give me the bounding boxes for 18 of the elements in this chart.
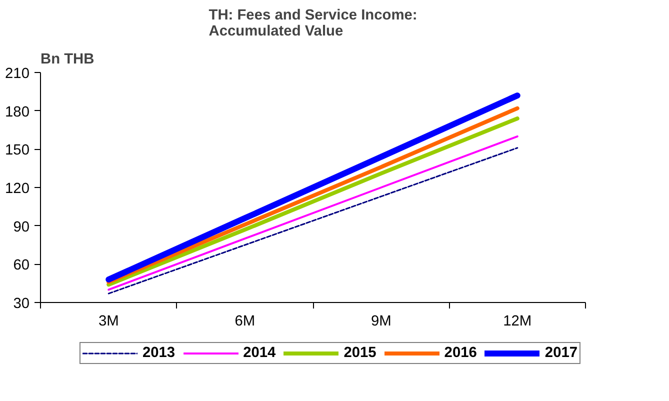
y-axis-title: Bn THB — [40, 52, 94, 68]
x-tick-label: 6M — [234, 314, 256, 330]
x-tick-label: 9M — [370, 314, 392, 330]
y-tick-label: 210 — [5, 66, 30, 82]
chart-title: TH: Fees and Service Income: Accumulated Value — [208, 8, 418, 40]
legend-label: 2016 — [444, 345, 477, 361]
y-tick-label: 60 — [13, 258, 30, 274]
x-tick-label: 12M — [503, 314, 532, 330]
y-tick-label: 150 — [5, 142, 30, 159]
y-tick-label: 30 — [13, 296, 30, 312]
y-tick-label: 90 — [13, 219, 30, 236]
legend-label: 2015 — [344, 345, 376, 361]
x-tick-label: 3M — [98, 314, 119, 330]
legend-label: 2013 — [142, 345, 176, 361]
legend-label: 2014 — [243, 345, 276, 361]
y-tick-label: 120 — [5, 181, 30, 197]
y-tick-label: 180 — [5, 104, 30, 120]
legend-label: 2017 — [544, 345, 578, 361]
